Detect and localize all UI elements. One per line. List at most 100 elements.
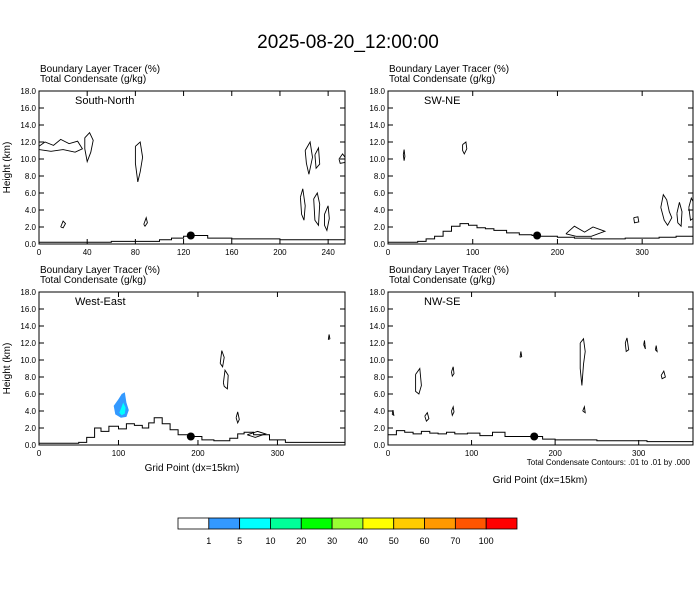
condensate-contour bbox=[451, 366, 455, 378]
x-tick-label: 0 bbox=[37, 248, 42, 257]
panel-south-north: Boundary Layer Tracer (%)Total Condensat… bbox=[2, 64, 346, 257]
x-axis-label: Grid Point (dx=15km) bbox=[145, 463, 240, 474]
x-tick-label: 100 bbox=[112, 449, 126, 458]
colorbar-swatch bbox=[424, 517, 456, 530]
colorbar-swatch bbox=[300, 517, 333, 530]
plot-frame bbox=[387, 90, 694, 245]
colorbar-swatch bbox=[177, 517, 210, 530]
y-tick-label: 16.0 bbox=[369, 305, 385, 314]
y-tick-label: 18.0 bbox=[20, 288, 36, 297]
x-tick-label: 300 bbox=[635, 248, 649, 257]
condensate-contour bbox=[338, 153, 345, 164]
plot-area bbox=[388, 141, 693, 243]
condensate-contour bbox=[624, 337, 630, 353]
colorbar-swatch bbox=[362, 517, 395, 530]
y-tick-label: 16.0 bbox=[369, 104, 385, 113]
y-tick-label: 2.0 bbox=[374, 223, 386, 232]
colorbar-label: 100 bbox=[479, 536, 494, 546]
x-tick-label: 200 bbox=[548, 449, 562, 458]
y-tick-label: 2.0 bbox=[25, 223, 37, 232]
panel-label: South-North bbox=[75, 95, 134, 107]
colorbar: 1 5 10 20 30 40 50 60 70 100 bbox=[177, 517, 518, 546]
y-tick-label: 8.0 bbox=[25, 172, 37, 181]
condensate-contour bbox=[415, 367, 422, 395]
panel-subtitle-tracer: Boundary Layer Tracer (%) bbox=[389, 265, 509, 276]
condensate-contour bbox=[134, 141, 144, 183]
condensate-contour bbox=[654, 345, 658, 353]
y-tick-label: 12.0 bbox=[369, 138, 385, 147]
colorbar-label: 70 bbox=[450, 536, 460, 546]
x-tick-label: 120 bbox=[177, 248, 191, 257]
y-tick-label: 10.0 bbox=[20, 356, 36, 365]
condensate-contour bbox=[402, 149, 406, 161]
x-tick-label: 240 bbox=[321, 248, 335, 257]
contour-note: Total Condensate Contours: .01 to .01 by… bbox=[527, 458, 691, 467]
condensate-contour bbox=[451, 405, 455, 417]
y-tick-label: 0.0 bbox=[374, 240, 386, 249]
panel-subtitle-tracer: Boundary Layer Tracer (%) bbox=[40, 64, 160, 75]
colorbar-label: 50 bbox=[389, 536, 399, 546]
condensate-contour bbox=[424, 411, 430, 423]
condensate-contour bbox=[143, 216, 148, 227]
terrain-line bbox=[388, 430, 693, 443]
panel-subtitle-tracer: Boundary Layer Tracer (%) bbox=[40, 265, 160, 276]
condensate-contour bbox=[676, 202, 683, 228]
x-tick-label: 80 bbox=[131, 248, 140, 257]
x-tick-label: 200 bbox=[191, 449, 205, 458]
colorbar-swatch bbox=[239, 517, 271, 530]
y-tick-label: 16.0 bbox=[20, 305, 36, 314]
y-tick-label: 6.0 bbox=[374, 189, 386, 198]
x-tick-label: 40 bbox=[83, 248, 92, 257]
condensate-contour bbox=[219, 350, 225, 368]
condensate-contour bbox=[519, 351, 523, 358]
y-tick-label: 14.0 bbox=[20, 121, 36, 130]
figure-title: 2025-08-20_12:00:00 bbox=[257, 32, 439, 53]
condensate-contour bbox=[313, 191, 321, 227]
y-tick-label: 18.0 bbox=[20, 87, 36, 96]
condensate-contour bbox=[235, 411, 240, 425]
y-tick-label: 2.0 bbox=[374, 424, 386, 433]
condensate-contour bbox=[565, 225, 607, 237]
terrain-line bbox=[39, 417, 345, 444]
x-tick-label: 100 bbox=[465, 449, 479, 458]
y-tick-label: 14.0 bbox=[369, 121, 385, 130]
colorbar-label: 60 bbox=[420, 536, 430, 546]
y-tick-label: 8.0 bbox=[374, 373, 386, 382]
condensate-contour bbox=[39, 138, 84, 153]
colorbar-swatch bbox=[208, 517, 241, 530]
colorbar-swatch bbox=[485, 517, 518, 530]
condensate-contour bbox=[660, 193, 673, 227]
location-marker bbox=[186, 432, 195, 441]
y-tick-label: 4.0 bbox=[25, 206, 37, 215]
panel-label: West-East bbox=[75, 296, 126, 308]
condensate-contour bbox=[222, 368, 229, 390]
plot-frame bbox=[38, 291, 346, 446]
y-tick-label: 0.0 bbox=[25, 441, 37, 450]
y-tick-label: 14.0 bbox=[20, 322, 36, 331]
colorbar-swatch bbox=[393, 517, 425, 530]
y-tick-label: 12.0 bbox=[20, 339, 36, 348]
panel-subtitle-condensate: Total Condensate (g/kg) bbox=[389, 275, 495, 286]
y-tick-label: 6.0 bbox=[25, 189, 37, 198]
condensate-contour bbox=[633, 216, 640, 224]
colorbar-label: 40 bbox=[358, 536, 368, 546]
terrain-line bbox=[388, 223, 693, 243]
x-tick-label: 200 bbox=[551, 248, 565, 257]
location-marker bbox=[533, 231, 542, 240]
colorbar-label: 20 bbox=[296, 536, 306, 546]
plot-area bbox=[388, 337, 693, 443]
panels: Boundary Layer Tracer (%)Total Condensat… bbox=[2, 64, 694, 486]
condensate-contour bbox=[314, 146, 321, 170]
condensate-contour bbox=[324, 205, 330, 232]
panel-west-east: Boundary Layer Tracer (%)Total Condensat… bbox=[2, 265, 346, 474]
panel-subtitle-condensate: Total Condensate (g/kg) bbox=[389, 74, 495, 85]
condensate-contour bbox=[60, 220, 67, 229]
y-tick-label: 0.0 bbox=[374, 441, 386, 450]
condensate-contour bbox=[688, 196, 693, 221]
panel-nw-se: Boundary Layer Tracer (%)Total Condensat… bbox=[369, 265, 694, 458]
plot-area bbox=[39, 334, 345, 444]
x-axis-label: Grid Point (dx=15km) bbox=[493, 475, 588, 486]
colorbar-label: 30 bbox=[327, 536, 337, 546]
colorbar-swatch bbox=[270, 517, 302, 530]
